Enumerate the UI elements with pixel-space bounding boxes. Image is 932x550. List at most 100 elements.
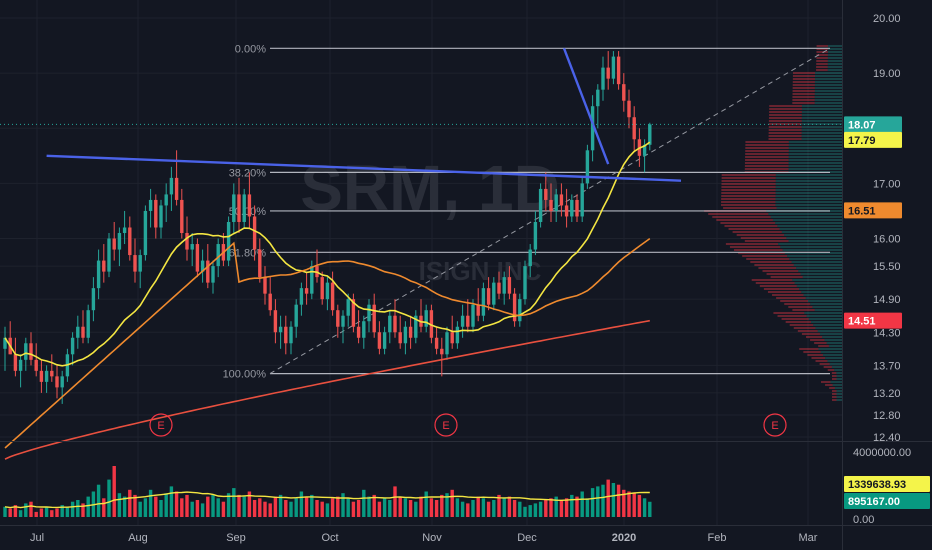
volume-profile-bar — [768, 126, 802, 128]
volume-bar — [434, 500, 439, 517]
candle-body — [544, 188, 548, 200]
candle-body — [408, 326, 413, 338]
volume-bar — [195, 500, 200, 517]
candle-body — [336, 310, 340, 327]
volume-profile-bar — [721, 177, 776, 179]
candle-body — [252, 216, 257, 250]
candle-body — [190, 244, 194, 250]
volume-profile-bar — [785, 321, 812, 323]
volume-bar — [247, 491, 252, 517]
volume-profile-bar — [788, 144, 842, 146]
candle-body — [533, 221, 538, 250]
volume-profile-bar — [740, 237, 787, 239]
volume-profile-bar — [801, 120, 842, 122]
volume-bar — [512, 500, 517, 517]
volume-tag-label: 895167.00 — [848, 496, 900, 508]
volume-tick-label: 4000000.00 — [853, 447, 911, 459]
candle-body — [91, 288, 96, 311]
candle-body — [564, 205, 569, 217]
volume-profile-bar — [724, 225, 778, 227]
price-tick-label: 13.20 — [873, 388, 901, 400]
fib-retracement[interactable]: 0.00%38.20%50.00%61.80%100.00% — [223, 43, 831, 381]
volume-bar — [497, 494, 501, 517]
moving-average-line — [4, 319, 650, 460]
candle-body — [122, 227, 127, 234]
volume-bar — [564, 498, 569, 517]
volume-profile-bar — [801, 129, 842, 131]
volume-profile-bar — [745, 147, 789, 149]
volume-profile-bar — [815, 72, 842, 74]
volume-bar — [154, 496, 158, 517]
volume-profile-bar — [814, 78, 842, 80]
volume-profile-bar — [744, 168, 789, 170]
volume-bar — [481, 498, 486, 517]
candle-body — [143, 210, 148, 256]
volume-profile-bar — [805, 336, 823, 338]
volume-bar — [8, 508, 12, 517]
volume-profile-bar — [782, 249, 842, 251]
candle-body — [554, 194, 558, 211]
candle-body — [440, 348, 444, 355]
candle-body — [492, 282, 496, 305]
volume-profile-bar — [814, 102, 842, 104]
candle-body — [154, 199, 158, 228]
volume-bar — [533, 503, 538, 517]
volume-bar — [492, 500, 496, 517]
price-axis[interactable]: 20.0019.0018.0017.0016.0015.5014.9014.30… — [0, 13, 902, 444]
candle-body — [528, 249, 532, 267]
time-tick-label: Aug — [128, 532, 148, 544]
volume-profile-bar — [792, 78, 815, 80]
price-tick-label: 14.30 — [873, 327, 901, 339]
volume-bar — [637, 494, 642, 517]
volume-profile-bar — [793, 264, 842, 266]
volume-profile-bar — [832, 393, 837, 395]
volume-bar — [403, 498, 408, 517]
volume-profile-bar — [768, 135, 802, 137]
volume-bar — [112, 466, 116, 517]
candle-body — [601, 67, 605, 90]
volume-bar — [388, 500, 392, 517]
volume-tag-box — [844, 476, 930, 492]
candle-body — [60, 376, 64, 388]
volume-bar — [226, 493, 231, 517]
volume-profile-bar — [734, 249, 783, 251]
candle-body — [538, 188, 543, 222]
volume-profile-bar — [745, 156, 789, 158]
volume-profile-bar — [832, 399, 837, 401]
candle-body — [44, 370, 49, 382]
candle-body — [616, 56, 621, 85]
volume-bar — [284, 500, 288, 517]
volume-bar — [455, 498, 460, 517]
candle-body — [341, 315, 345, 327]
volume-bar — [221, 501, 226, 517]
volume-profile-bar — [832, 384, 842, 386]
volume-bar — [18, 510, 23, 517]
volume-profile-bar — [826, 342, 842, 344]
volume-profile-bar — [794, 282, 842, 284]
volume-bar — [13, 505, 18, 517]
volume-profile-bar — [775, 186, 842, 188]
candle-body — [445, 332, 449, 355]
candle-body — [3, 337, 7, 349]
trendlines[interactable] — [46, 47, 682, 182]
volume-profile-bar — [721, 195, 776, 197]
volume-profile-bar — [801, 135, 842, 137]
price-tick-label: 12.40 — [873, 432, 901, 444]
candle-body — [185, 233, 189, 250]
candle-body — [549, 199, 553, 211]
volume-bar — [445, 493, 449, 517]
volume-profile-bar — [829, 363, 842, 365]
volume-profile-bar — [728, 228, 780, 230]
volume-profile-bar — [768, 138, 802, 140]
volume-bar — [55, 508, 59, 517]
time-axis[interactable]: Jul Aug Sep Oct Nov Dec 2020 Feb Mar — [0, 525, 932, 545]
volume-profile-bar — [777, 315, 807, 317]
candle-body — [96, 260, 101, 289]
volume-profile-bar — [755, 282, 795, 284]
time-tick-label: 2020 — [612, 532, 636, 544]
candle-body — [180, 199, 184, 234]
volume-profile-bar — [827, 54, 842, 56]
volume-tag-box — [844, 493, 930, 509]
